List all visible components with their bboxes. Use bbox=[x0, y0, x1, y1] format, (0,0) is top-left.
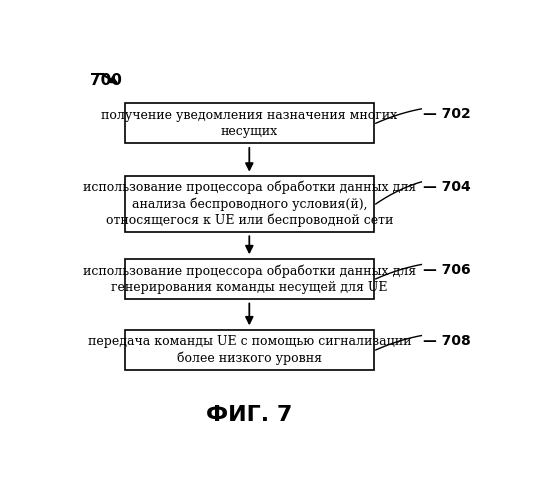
Text: ФИГ. 7: ФИГ. 7 bbox=[206, 405, 293, 425]
Text: — 708: — 708 bbox=[424, 334, 471, 348]
Text: получение уведомления назначения многих
несущих: получение уведомления назначения многих … bbox=[101, 109, 398, 138]
Text: 700: 700 bbox=[90, 73, 121, 88]
FancyBboxPatch shape bbox=[125, 103, 373, 143]
Text: использование процессора обработки данных для
генерирования команды несущей для : использование процессора обработки данны… bbox=[83, 264, 416, 293]
Text: — 702: — 702 bbox=[424, 107, 471, 121]
FancyBboxPatch shape bbox=[125, 176, 373, 232]
Text: — 706: — 706 bbox=[424, 262, 471, 276]
Text: использование процессора обработки данных для
анализа беспроводного условия(й),
: использование процессора обработки данны… bbox=[83, 181, 416, 228]
FancyBboxPatch shape bbox=[125, 258, 373, 299]
Text: передача команды UE с помощью сигнализации
более низкого уровня: передача команды UE с помощью сигнализац… bbox=[88, 335, 411, 365]
FancyBboxPatch shape bbox=[125, 330, 373, 370]
Text: — 704: — 704 bbox=[424, 180, 471, 194]
